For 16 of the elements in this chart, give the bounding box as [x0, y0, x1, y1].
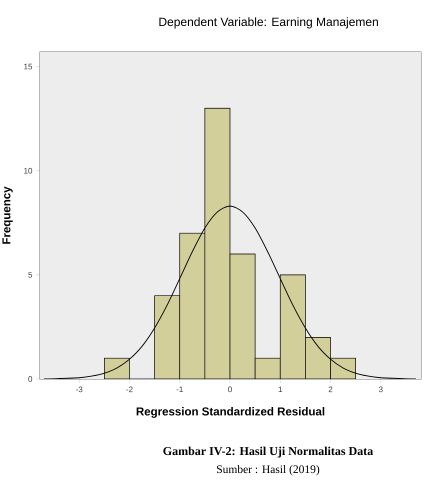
chart-title: Dependent Variable: Earning Manajemen — [159, 17, 378, 28]
x-tick-label: -1 — [176, 386, 183, 392]
x-tick-label: 3 — [378, 386, 383, 392]
y-tick-label: 0 — [28, 376, 32, 382]
x-tick-label: 2 — [328, 386, 332, 392]
y-axis-title: Frequency — [2, 186, 13, 244]
y-tick-label: 10 — [24, 168, 32, 174]
x-axis-title: Regression Standardized Residual — [136, 407, 324, 418]
x-tick-label: -2 — [126, 386, 133, 392]
text: Sumber : Hasil (2019) — [217, 465, 320, 476]
y-tick-label: 5 — [28, 272, 32, 278]
y-tick-label: 15 — [24, 64, 32, 70]
x-tick-label: 0 — [228, 386, 232, 392]
x-tick-label: 1 — [278, 386, 282, 392]
x-tick-label: -3 — [76, 386, 82, 392]
text: Gambar IV-2: Hasil Uji Normalitas Data — [163, 446, 374, 458]
